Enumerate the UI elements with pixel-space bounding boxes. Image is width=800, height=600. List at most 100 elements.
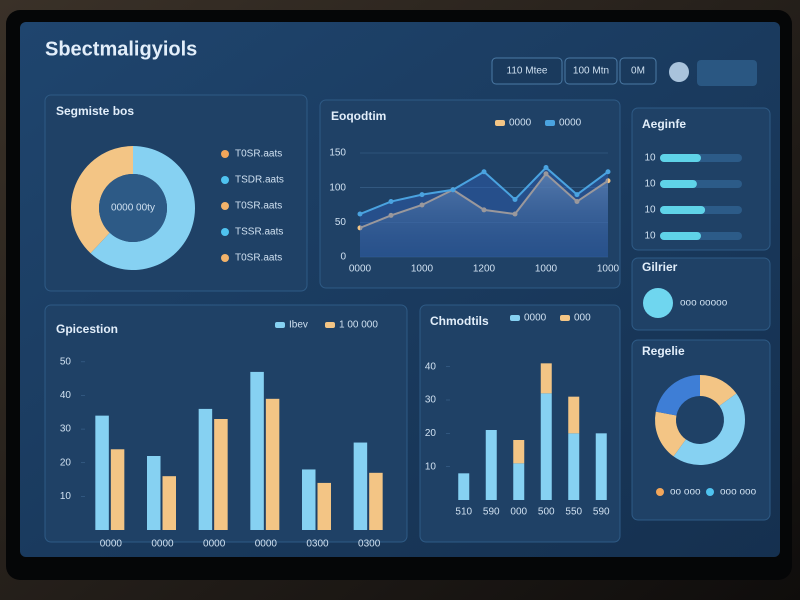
legend-label: T0SR.aats <box>235 201 282 212</box>
button[interactable] <box>491 57 563 85</box>
legend-swatch <box>560 315 570 321</box>
button-label[interactable]: 100 Mtn <box>573 66 609 77</box>
point <box>605 169 611 175</box>
y-tick-label: 40 <box>60 390 72 401</box>
point <box>388 199 394 205</box>
legend-label: 000 <box>574 313 591 324</box>
panel-title: Segmiste bos <box>56 104 134 118</box>
point <box>574 192 580 198</box>
y-tick-label: 30 <box>425 395 437 406</box>
legend-label: 0000 <box>509 118 532 129</box>
point <box>481 207 487 213</box>
y-tick-label: 50 <box>335 217 347 228</box>
status-icon <box>643 288 673 318</box>
legend-label: Ibev <box>289 320 308 331</box>
legend-dot <box>221 202 229 210</box>
y-tick-label: 20 <box>425 428 437 439</box>
bar-segment <box>513 440 525 464</box>
button[interactable] <box>564 57 618 85</box>
legend-swatch <box>325 322 335 328</box>
button[interactable] <box>619 57 657 85</box>
y-tick-label: 10 <box>425 461 437 472</box>
x-tick-label: 0000 <box>349 264 372 275</box>
y-tick-label: 40 <box>425 361 437 372</box>
x-tick-label: 550 <box>565 507 582 518</box>
x-tick-label: 500 <box>538 507 555 518</box>
search-box[interactable] <box>697 60 757 86</box>
bar-segment <box>513 463 525 500</box>
avatar[interactable] <box>669 62 689 82</box>
x-tick-label: 1200 <box>473 264 496 275</box>
progress-bar <box>660 232 701 240</box>
point <box>357 211 363 217</box>
donut-slice <box>673 393 745 465</box>
y-tick-label: 100 <box>329 182 346 193</box>
legend-swatch <box>510 315 520 321</box>
bar-segment <box>540 363 552 394</box>
legend-label: oo ooo <box>670 487 701 498</box>
x-tick-label: 0000 <box>151 539 174 550</box>
button-label[interactable]: 110 Mtee <box>507 66 548 77</box>
x-tick-label: 0300 <box>306 539 329 550</box>
legend-label: ooo ooo <box>720 487 757 498</box>
bar <box>110 449 125 530</box>
x-tick-label: 1000 <box>597 264 620 275</box>
legend-label: T0SR.aats <box>235 253 282 264</box>
panel <box>631 339 771 521</box>
legend-swatch <box>275 322 285 328</box>
bar <box>147 456 161 530</box>
bar <box>302 469 316 530</box>
x-tick-label: 0300 <box>358 539 381 550</box>
y-tick-label: 30 <box>60 424 72 435</box>
x-tick-label: 0000 <box>255 539 278 550</box>
panel-title: Chmodtils <box>430 314 489 328</box>
bar-segment <box>540 393 552 500</box>
panel-title: Gilrier <box>642 260 678 274</box>
bar <box>95 415 109 530</box>
bar-segment <box>458 473 470 500</box>
point <box>543 165 549 171</box>
legend-label: TSSR.aats <box>235 227 283 238</box>
donut-slice <box>90 146 195 271</box>
donut-slice <box>655 375 700 416</box>
bar <box>214 419 228 530</box>
progress-bar <box>660 180 697 188</box>
point <box>512 196 518 202</box>
bar-segment <box>485 430 497 500</box>
progress-label: 10 <box>644 205 656 216</box>
donut-center-text: 0000 00ty <box>111 203 155 214</box>
y-tick-label: 20 <box>60 457 72 468</box>
legend-dot <box>221 150 229 158</box>
x-tick-label: 0000 <box>203 539 226 550</box>
point <box>512 211 518 217</box>
y-tick-label: 50 <box>60 356 72 367</box>
legend-swatch <box>495 120 505 126</box>
x-tick-label: 0000 <box>100 539 123 550</box>
y-tick-label: 10 <box>60 491 72 502</box>
progress-label: 10 <box>644 153 656 164</box>
legend-label: 1 00 000 <box>339 320 378 331</box>
bar-segment <box>568 433 580 500</box>
app-title: Sbectmaligyiols <box>45 38 197 60</box>
legend-dot <box>221 254 229 262</box>
legend-label: 0000 <box>559 118 582 129</box>
x-tick-label: 1000 <box>411 264 434 275</box>
donut-center <box>99 174 167 242</box>
bar-segment <box>568 396 580 434</box>
progress-label: 10 <box>644 231 656 242</box>
button-label[interactable]: 0M <box>631 66 645 77</box>
bar <box>317 482 331 530</box>
legend-label: T0SR.aats <box>235 149 282 160</box>
panel-title: Eoqodtim <box>331 109 386 123</box>
area <box>360 173 608 257</box>
progress-bar <box>660 154 701 162</box>
progress-bar <box>660 206 706 214</box>
x-tick-label: 000 <box>510 507 527 518</box>
area <box>360 167 608 257</box>
y-tick-label: 150 <box>329 148 346 159</box>
legend-dot <box>706 488 714 496</box>
progress-label: 10 <box>644 179 656 190</box>
panel-title: Regelie <box>642 344 685 358</box>
point <box>605 178 611 184</box>
